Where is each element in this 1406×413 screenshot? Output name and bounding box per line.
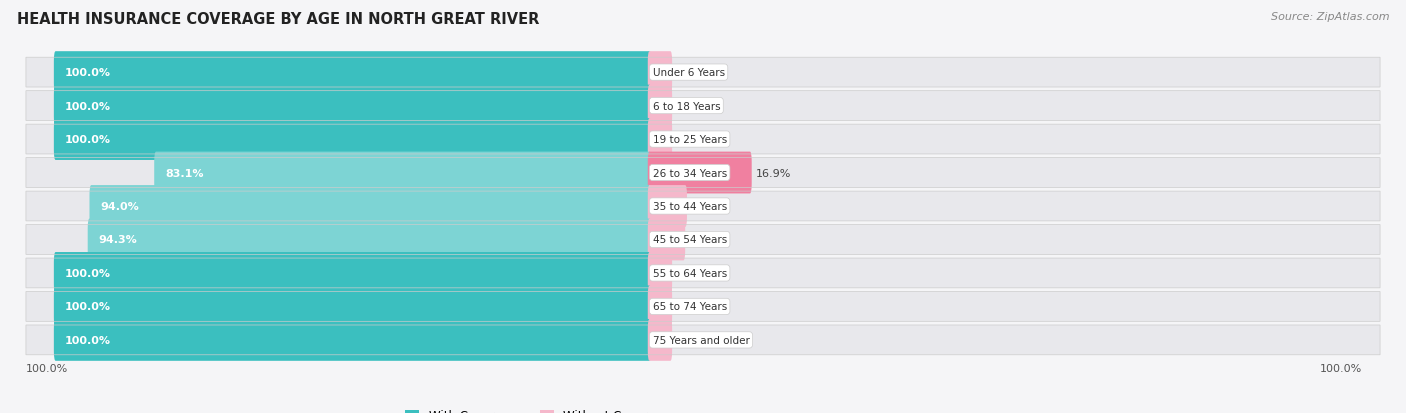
FancyBboxPatch shape xyxy=(648,52,672,94)
Text: HEALTH INSURANCE COVERAGE BY AGE IN NORTH GREAT RIVER: HEALTH INSURANCE COVERAGE BY AGE IN NORT… xyxy=(17,12,540,27)
Text: 16.9%: 16.9% xyxy=(756,168,792,178)
Text: 94.3%: 94.3% xyxy=(98,235,138,245)
Text: 26 to 34 Years: 26 to 34 Years xyxy=(652,168,727,178)
Text: 5.7%: 5.7% xyxy=(689,235,717,245)
FancyBboxPatch shape xyxy=(53,119,651,161)
Text: 100.0%: 100.0% xyxy=(65,268,111,278)
Text: 0.0%: 0.0% xyxy=(676,68,704,78)
Text: 100.0%: 100.0% xyxy=(25,363,67,373)
FancyBboxPatch shape xyxy=(53,319,651,361)
Text: 55 to 64 Years: 55 to 64 Years xyxy=(652,268,727,278)
Text: 6.0%: 6.0% xyxy=(692,202,720,211)
Text: 0.0%: 0.0% xyxy=(676,101,704,112)
FancyBboxPatch shape xyxy=(53,52,651,94)
FancyBboxPatch shape xyxy=(25,292,1381,322)
Text: 19 to 25 Years: 19 to 25 Years xyxy=(652,135,727,145)
FancyBboxPatch shape xyxy=(53,85,651,127)
FancyBboxPatch shape xyxy=(648,319,672,361)
Text: 0.0%: 0.0% xyxy=(676,268,704,278)
FancyBboxPatch shape xyxy=(648,152,752,194)
FancyBboxPatch shape xyxy=(648,85,672,127)
Text: Source: ZipAtlas.com: Source: ZipAtlas.com xyxy=(1271,12,1389,22)
FancyBboxPatch shape xyxy=(648,119,672,161)
Text: 0.0%: 0.0% xyxy=(676,301,704,312)
Text: 83.1%: 83.1% xyxy=(165,168,204,178)
FancyBboxPatch shape xyxy=(25,192,1381,221)
Text: 94.0%: 94.0% xyxy=(100,202,139,211)
FancyBboxPatch shape xyxy=(25,125,1381,154)
FancyBboxPatch shape xyxy=(90,185,651,228)
FancyBboxPatch shape xyxy=(53,252,651,294)
Text: 6 to 18 Years: 6 to 18 Years xyxy=(652,101,720,112)
Text: 0.0%: 0.0% xyxy=(676,335,704,345)
FancyBboxPatch shape xyxy=(25,91,1381,121)
FancyBboxPatch shape xyxy=(648,219,685,261)
Text: 35 to 44 Years: 35 to 44 Years xyxy=(652,202,727,211)
FancyBboxPatch shape xyxy=(53,286,651,328)
FancyBboxPatch shape xyxy=(87,219,651,261)
FancyBboxPatch shape xyxy=(25,325,1381,355)
Text: 100.0%: 100.0% xyxy=(65,68,111,78)
Text: 100.0%: 100.0% xyxy=(1320,363,1362,373)
FancyBboxPatch shape xyxy=(648,286,672,328)
FancyBboxPatch shape xyxy=(25,58,1381,88)
Legend: With Coverage, Without Coverage: With Coverage, Without Coverage xyxy=(401,404,675,413)
Text: 75 Years and older: 75 Years and older xyxy=(652,335,749,345)
Text: 65 to 74 Years: 65 to 74 Years xyxy=(652,301,727,312)
Text: 100.0%: 100.0% xyxy=(65,301,111,312)
FancyBboxPatch shape xyxy=(25,225,1381,255)
Text: Under 6 Years: Under 6 Years xyxy=(652,68,724,78)
Text: 45 to 54 Years: 45 to 54 Years xyxy=(652,235,727,245)
Text: 0.0%: 0.0% xyxy=(676,135,704,145)
Text: 100.0%: 100.0% xyxy=(65,335,111,345)
FancyBboxPatch shape xyxy=(648,252,672,294)
Text: 100.0%: 100.0% xyxy=(65,135,111,145)
FancyBboxPatch shape xyxy=(25,259,1381,288)
FancyBboxPatch shape xyxy=(155,152,651,194)
Text: 100.0%: 100.0% xyxy=(65,101,111,112)
FancyBboxPatch shape xyxy=(648,185,688,228)
FancyBboxPatch shape xyxy=(25,158,1381,188)
